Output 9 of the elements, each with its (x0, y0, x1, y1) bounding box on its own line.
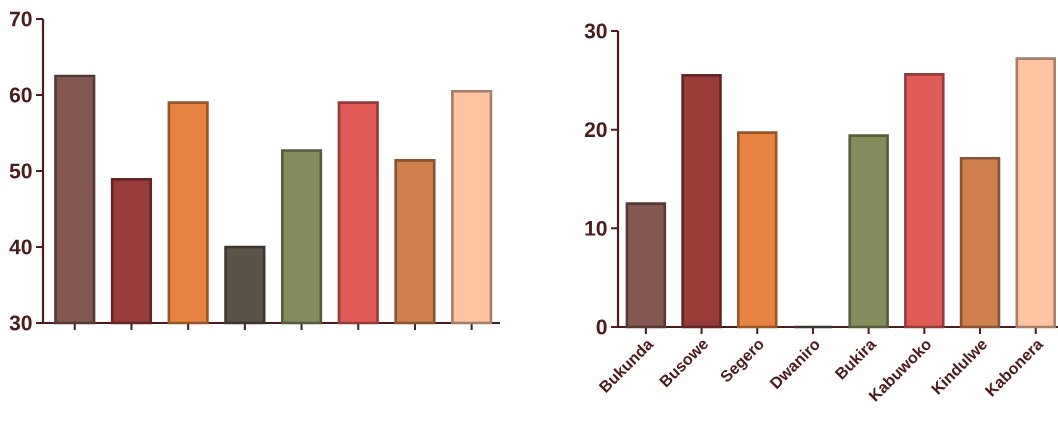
y-tick-label: 30 (584, 23, 607, 39)
y-tick-label: 40 (9, 239, 32, 255)
y-tick-label: 10 (585, 220, 607, 236)
y-tick-label: 0 (596, 319, 607, 335)
y-tick-label: 60 (9, 87, 32, 103)
y-tick-label: 70 (10, 11, 32, 27)
y-tick-label: 20 (584, 122, 607, 138)
y-tick-label: 30 (9, 315, 32, 331)
y-tick-label: 50 (9, 163, 32, 179)
